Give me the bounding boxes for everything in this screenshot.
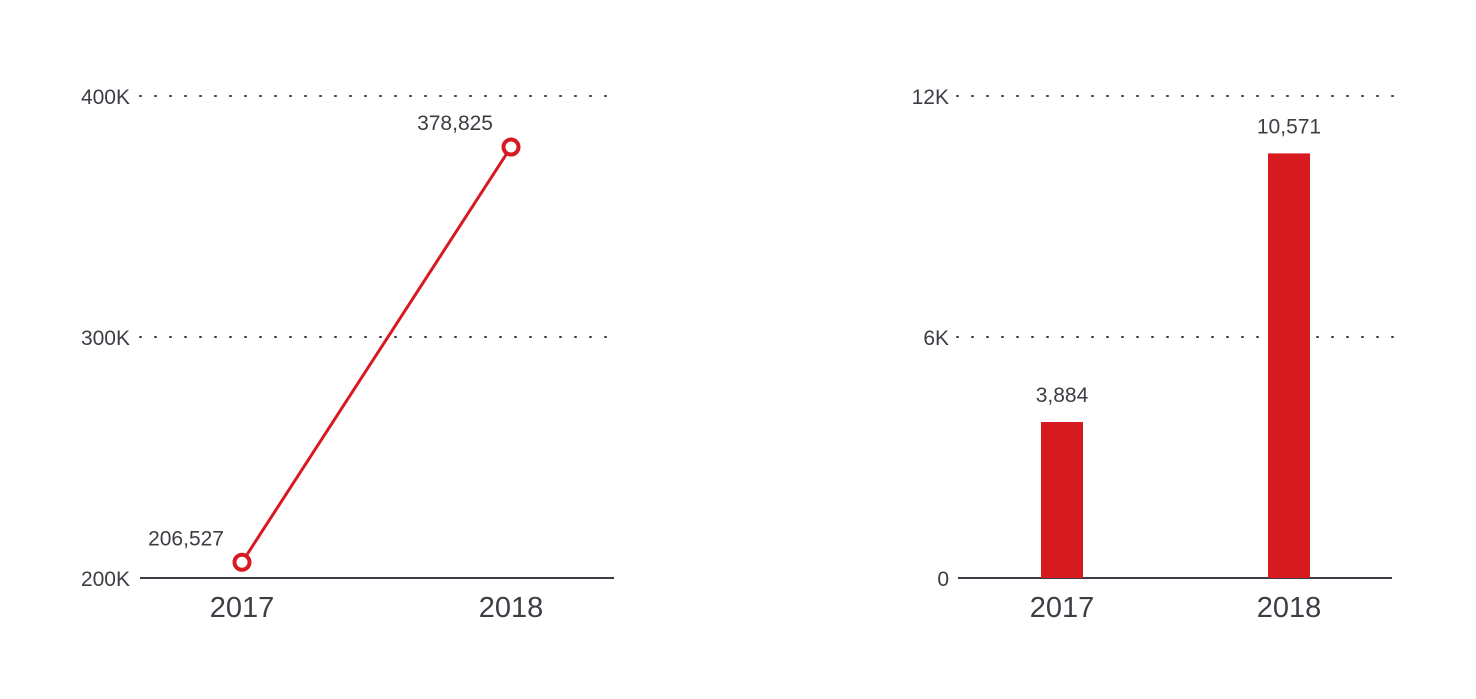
- data-label: 378,825: [417, 112, 493, 135]
- y-tick-label: 12K: [912, 86, 949, 109]
- series-line: [240, 146, 513, 564]
- data-point: [232, 552, 252, 572]
- bar: [1268, 153, 1310, 578]
- x-tick-label: 2017: [1030, 592, 1095, 624]
- x-tick-label: 2018: [479, 592, 544, 624]
- y-tick-label: 6K: [923, 327, 949, 350]
- y-tick-label: 0: [937, 568, 949, 591]
- x-tick-label: 2018: [1257, 592, 1322, 624]
- data-point: [501, 137, 521, 157]
- data-label: 10,571: [1257, 115, 1321, 138]
- y-tick-label: 200K: [81, 568, 130, 591]
- data-label: 206,527: [148, 527, 224, 550]
- data-label: 3,884: [1036, 384, 1089, 407]
- y-tick-label: 300K: [81, 327, 130, 350]
- x-tick-label: 2017: [210, 592, 275, 624]
- y-tick-label: 400K: [81, 86, 130, 109]
- bar-chart: 0 6K 12K 2017 2018 3,884 10,571: [912, 86, 1394, 624]
- line-chart: 200K 300K 400K 2017 2018 206,527 378,825: [81, 86, 617, 624]
- bar: [1041, 421, 1083, 578]
